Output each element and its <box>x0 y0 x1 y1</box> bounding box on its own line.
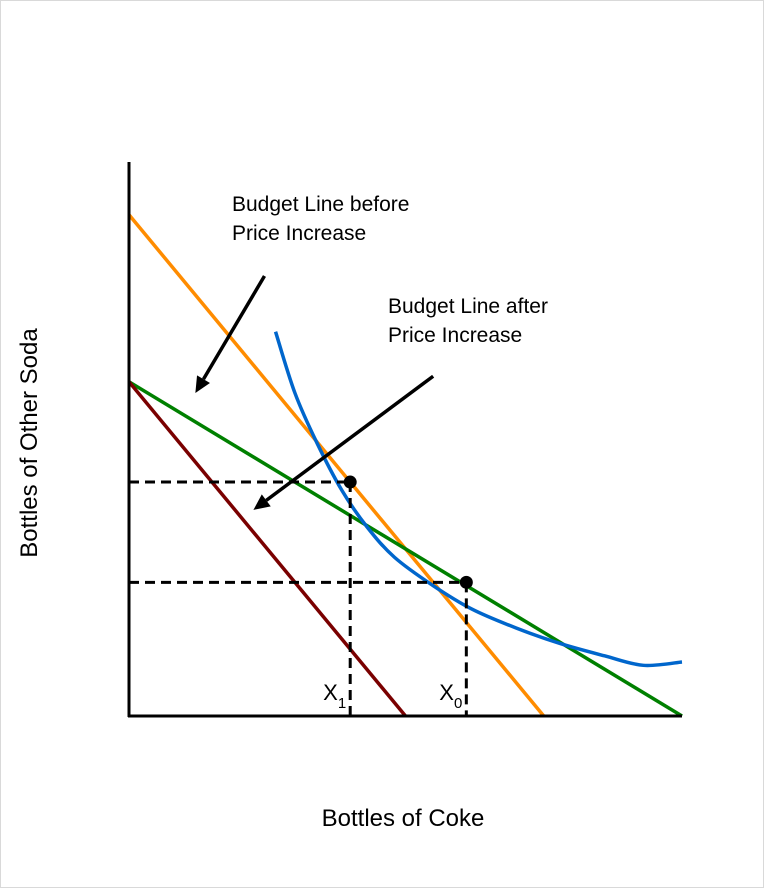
x-marker-1: X1 <box>323 680 346 712</box>
annotation-arrow-2 <box>265 374 435 502</box>
equilibrium-point-2 <box>459 575 473 589</box>
series-line-4 <box>273 331 683 668</box>
series-line-2 <box>128 380 683 718</box>
x-marker-2: X0 <box>439 680 462 712</box>
annotation-arrowhead-2 <box>253 494 271 510</box>
annotation-2: Budget Line after Price Increase <box>388 295 548 347</box>
equilibrium-point-1 <box>343 475 357 489</box>
annotation-1: Budget Line before Price Increase <box>232 193 409 245</box>
y-axis-label: Bottles of Other Soda <box>16 328 43 558</box>
x-axis-label: Bottles of Coke <box>322 805 485 832</box>
annotation-arrow-1 <box>201 275 266 381</box>
annotation-arrowhead-1 <box>195 375 210 393</box>
series-line-3 <box>127 380 407 718</box>
series-line-1 <box>127 213 546 718</box>
